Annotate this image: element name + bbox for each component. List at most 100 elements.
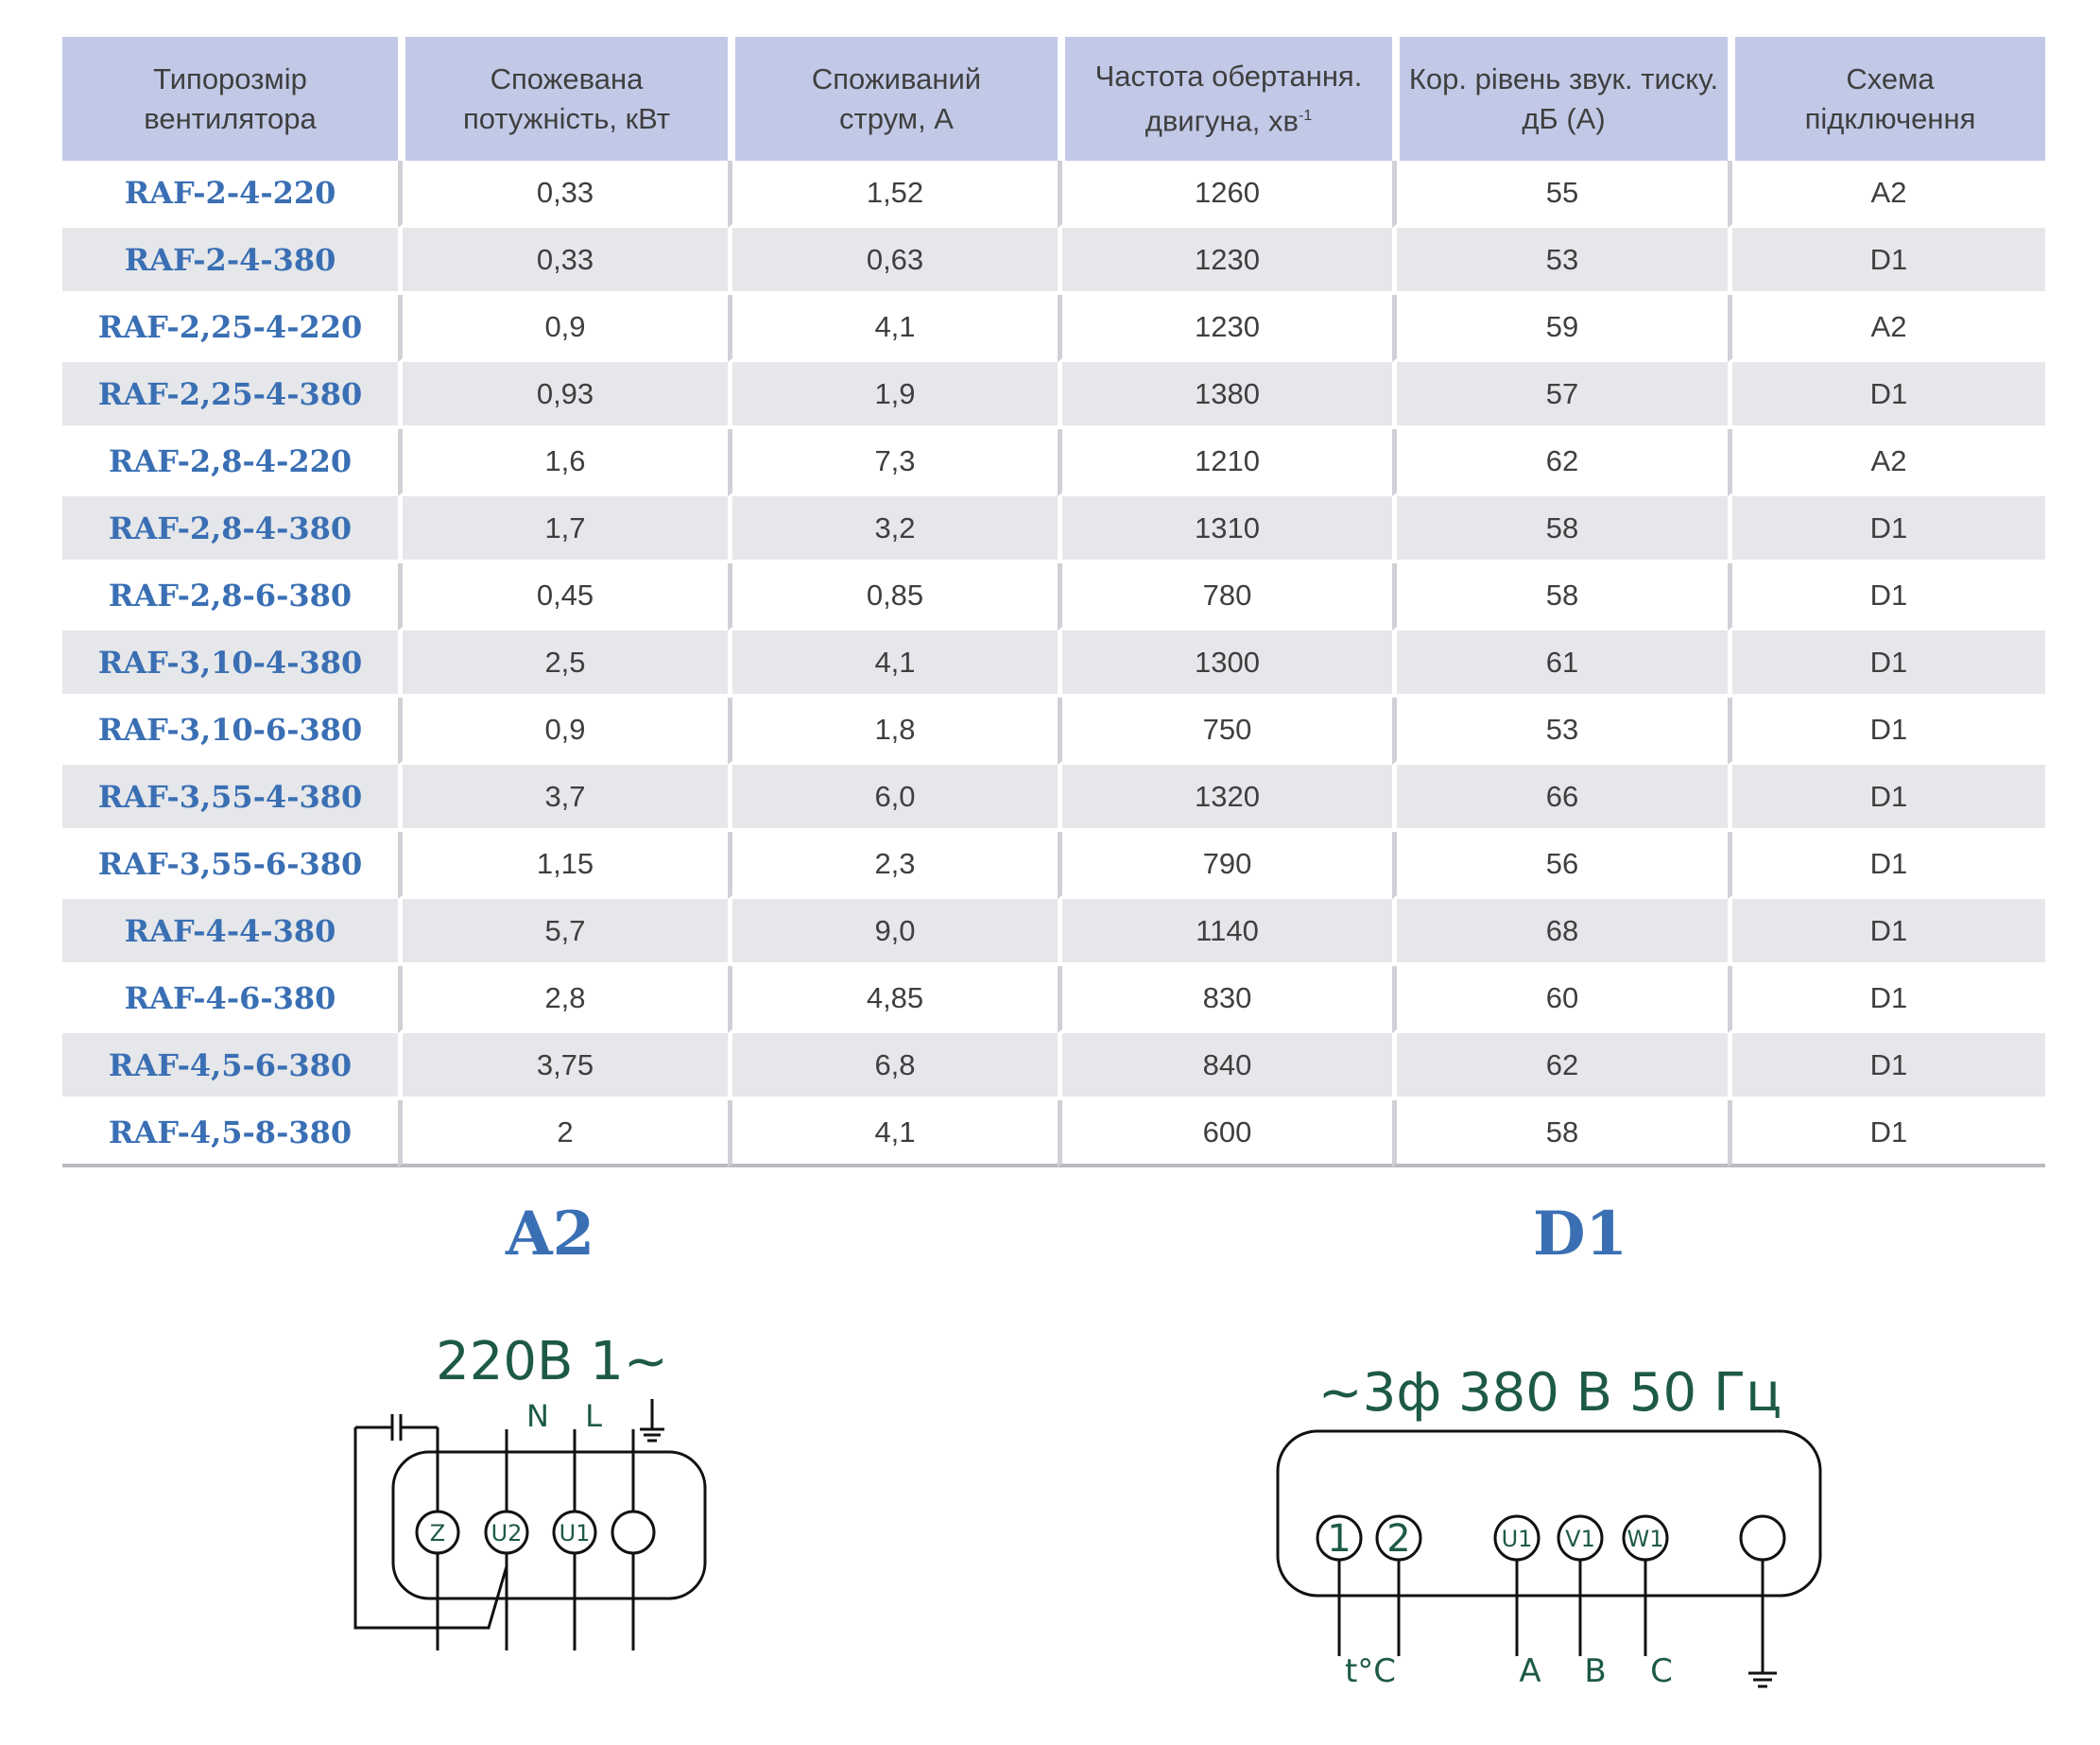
table-row: RAF-4,5-8-380 2 4,1 600 58 D1 <box>62 1100 2045 1167</box>
table-row: RAF-2,8-4-380 1,7 3,2 1310 58 D1 <box>62 496 2045 563</box>
cell-current: 2,3 <box>728 832 1058 899</box>
cell-scheme: D1 <box>1728 832 2045 899</box>
cell-power: 2,5 <box>398 631 728 698</box>
cell-noise: 55 <box>1392 161 1728 228</box>
table-header: Типорозмір вентилятора Спожевана потужні… <box>62 37 2045 161</box>
cell-model: RAF-2,8-4-220 <box>62 429 398 496</box>
d1-terminal-v1-label: V1 <box>1565 1526 1595 1552</box>
cell-current: 0,63 <box>728 228 1058 295</box>
cell-power: 1,15 <box>398 832 728 899</box>
header-current: Споживаний струм, А <box>728 37 1058 161</box>
cell-model: RAF-3,55-6-380 <box>62 832 398 899</box>
cell-current: 1,8 <box>728 698 1058 765</box>
d1-terminal-w1-label: W1 <box>1627 1526 1664 1552</box>
cell-power: 0,33 <box>398 161 728 228</box>
cell-model: RAF-4-4-380 <box>62 899 398 966</box>
cell-current: 4,1 <box>728 631 1058 698</box>
cell-power: 1,6 <box>398 429 728 496</box>
table-row: RAF-2-4-220 0,33 1,52 1260 55 A2 <box>62 161 2045 228</box>
cell-power: 2 <box>398 1100 728 1167</box>
cell-noise: 68 <box>1392 899 1728 966</box>
a2-terminal-u1-label: U1 <box>559 1520 591 1546</box>
header-speed-exponent: -1 <box>1299 107 1313 124</box>
cell-current: 6,8 <box>728 1033 1058 1100</box>
table-row: RAF-4-6-380 2,8 4,85 830 60 D1 <box>62 966 2045 1033</box>
cell-speed: 1230 <box>1058 228 1392 295</box>
cell-noise: 61 <box>1392 631 1728 698</box>
d1-terminal-2: 2 <box>1375 1514 1422 1562</box>
d1-terminal-1-label: 1 <box>1327 1517 1351 1561</box>
header-scheme-line2: підключення <box>1804 101 1976 135</box>
d1-phase-a-label: A <box>1519 1652 1541 1690</box>
cell-power: 0,33 <box>398 228 728 295</box>
a2-line-n-label: N <box>526 1398 549 1434</box>
cell-noise: 66 <box>1392 765 1728 832</box>
cell-scheme: A2 <box>1728 429 2045 496</box>
cell-scheme: A2 <box>1728 295 2045 362</box>
cell-speed: 750 <box>1058 698 1392 765</box>
cell-speed: 1320 <box>1058 765 1392 832</box>
cell-power: 0,9 <box>398 698 728 765</box>
d1-terminal-ground <box>1739 1514 1786 1562</box>
cell-noise: 59 <box>1392 295 1728 362</box>
cell-scheme: D1 <box>1728 1033 2045 1100</box>
d1-terminal-box <box>1276 1429 1822 1598</box>
cell-scheme: D1 <box>1728 1100 2045 1167</box>
d1-voltage-label: ~3ф 380 В 50 Гц <box>1318 1362 1782 1424</box>
cell-model: RAF-3,10-6-380 <box>62 698 398 765</box>
cell-current: 6,0 <box>728 765 1058 832</box>
ground-icon <box>1748 1666 1777 1688</box>
d1-thermo-label: t°C <box>1345 1652 1396 1690</box>
cell-model: RAF-3,55-4-380 <box>62 765 398 832</box>
d1-phase-b-label: B <box>1584 1652 1606 1690</box>
cell-power: 5,7 <box>398 899 728 966</box>
header-power-line2: потужність, кВт <box>463 101 670 135</box>
cell-model: RAF-4,5-8-380 <box>62 1100 398 1167</box>
capacitor-icon <box>355 1414 438 1441</box>
cell-current: 0,85 <box>728 563 1058 631</box>
table-row: RAF-3,10-6-380 0,9 1,8 750 53 D1 <box>62 698 2045 765</box>
cell-scheme: D1 <box>1728 899 2045 966</box>
header-scheme: Схема підключення <box>1728 37 2045 161</box>
table-row: RAF-2,25-4-220 0,9 4,1 1230 59 A2 <box>62 295 2045 362</box>
spec-table: Типорозмір вентилятора Спожевана потужні… <box>62 37 2045 1167</box>
d1-terminal-2-label: 2 <box>1386 1517 1410 1561</box>
cell-model: RAF-3,10-4-380 <box>62 631 398 698</box>
cell-current: 7,3 <box>728 429 1058 496</box>
a2-voltage-label: 220В 1~ <box>436 1331 668 1392</box>
header-scheme-line1: Схема <box>1846 61 1935 95</box>
a2-terminal-u2: U2 <box>484 1510 529 1555</box>
cell-speed: 790 <box>1058 832 1392 899</box>
scheme-d1-title: D1 <box>1533 1199 1628 1270</box>
header-power-line1: Спожевана <box>490 61 644 95</box>
cell-scheme: D1 <box>1728 362 2045 429</box>
cell-power: 0,45 <box>398 563 728 631</box>
header-model-line2: вентилятора <box>144 101 317 135</box>
scheme-a2-title: A2 <box>506 1199 595 1270</box>
cell-scheme: D1 <box>1728 563 2045 631</box>
cell-current: 1,52 <box>728 161 1058 228</box>
cell-model: RAF-2,25-4-380 <box>62 362 398 429</box>
a2-terminal-box <box>391 1450 707 1600</box>
cell-power: 0,9 <box>398 295 728 362</box>
cell-model: RAF-2,25-4-220 <box>62 295 398 362</box>
header-speed-line1: Частота обертання. <box>1094 59 1363 93</box>
cell-noise: 58 <box>1392 496 1728 563</box>
d1-terminal-v1: V1 <box>1557 1514 1604 1562</box>
table-row: RAF-2,8-4-220 1,6 7,3 1210 62 A2 <box>62 429 2045 496</box>
a2-terminal-u1: U1 <box>552 1510 597 1555</box>
table-body: RAF-2-4-220 0,33 1,52 1260 55 A2 RAF-2-4-380 0,… <box>62 161 2045 1167</box>
a2-terminal-ground <box>611 1510 656 1555</box>
cell-current: 4,1 <box>728 1100 1058 1167</box>
table-row: RAF-4,5-6-380 3,75 6,8 840 62 D1 <box>62 1033 2045 1100</box>
cell-scheme: A2 <box>1728 161 2045 228</box>
header-current-line2: струм, А <box>839 101 954 135</box>
cell-noise: 56 <box>1392 832 1728 899</box>
header-row: Типорозмір вентилятора Спожевана потужні… <box>62 37 2045 161</box>
header-noise-line2: дБ (А) <box>1522 101 1606 135</box>
header-speed: Частота обертання. двигуна, хв-1 <box>1058 37 1392 161</box>
cell-current: 3,2 <box>728 496 1058 563</box>
cell-scheme: D1 <box>1728 966 2045 1033</box>
cell-noise: 58 <box>1392 1100 1728 1167</box>
cell-noise: 57 <box>1392 362 1728 429</box>
